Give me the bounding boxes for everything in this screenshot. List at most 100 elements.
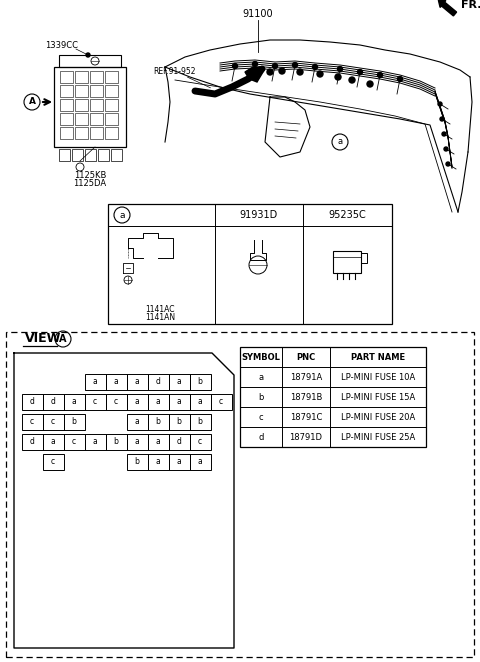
Text: PART NAME: PART NAME — [351, 352, 405, 361]
Text: b: b — [72, 418, 76, 426]
Bar — [60, 113, 73, 125]
Text: d: d — [30, 397, 35, 406]
Bar — [64, 394, 85, 410]
Polygon shape — [245, 67, 263, 82]
Circle shape — [292, 62, 298, 68]
Circle shape — [438, 102, 442, 106]
Bar — [98, 149, 109, 161]
Bar — [127, 414, 148, 430]
Circle shape — [397, 77, 403, 81]
Bar — [59, 55, 121, 67]
Bar — [190, 374, 211, 390]
Bar — [127, 454, 148, 470]
Text: a: a — [177, 377, 181, 387]
Bar — [22, 394, 43, 410]
Bar — [127, 434, 148, 450]
Bar — [211, 394, 232, 410]
Bar — [60, 85, 73, 97]
Text: d: d — [177, 438, 181, 446]
Bar — [190, 394, 211, 410]
Text: c: c — [72, 438, 76, 446]
Bar — [105, 85, 118, 97]
Bar — [105, 99, 118, 111]
Text: 18791A: 18791A — [290, 373, 322, 381]
Text: a: a — [134, 397, 139, 406]
Circle shape — [337, 66, 343, 71]
Bar — [169, 394, 190, 410]
Text: a: a — [156, 457, 160, 467]
Text: 1125DA: 1125DA — [73, 179, 107, 187]
Bar — [43, 434, 64, 450]
Text: a: a — [93, 377, 97, 387]
Text: A: A — [59, 334, 67, 344]
Text: a: a — [72, 397, 76, 406]
Circle shape — [444, 147, 448, 151]
Circle shape — [279, 68, 285, 74]
Circle shape — [358, 70, 362, 75]
Circle shape — [252, 62, 257, 66]
Text: c: c — [51, 418, 55, 426]
Circle shape — [367, 81, 373, 87]
Text: FR.: FR. — [461, 0, 480, 10]
Text: A: A — [28, 97, 36, 107]
Text: 1125KB: 1125KB — [74, 171, 106, 179]
Bar — [64, 414, 85, 430]
Bar — [148, 374, 169, 390]
Bar — [190, 454, 211, 470]
Text: a: a — [337, 138, 343, 146]
Text: b: b — [258, 393, 264, 401]
Bar — [148, 454, 169, 470]
Bar — [60, 71, 73, 83]
Text: a: a — [134, 377, 139, 387]
Bar — [169, 454, 190, 470]
Bar — [59, 149, 70, 161]
Text: c: c — [51, 457, 55, 467]
Bar — [127, 394, 148, 410]
Text: d: d — [258, 432, 264, 442]
Text: c: c — [198, 438, 202, 446]
Bar — [333, 251, 361, 273]
Bar — [169, 434, 190, 450]
Bar — [169, 374, 190, 390]
Bar — [43, 454, 64, 470]
FancyArrow shape — [438, 0, 456, 16]
Circle shape — [446, 162, 450, 166]
Text: 18791D: 18791D — [289, 432, 323, 442]
Bar — [148, 394, 169, 410]
Text: c: c — [219, 397, 223, 406]
Text: 18791C: 18791C — [290, 412, 322, 422]
Text: c: c — [259, 412, 264, 422]
Bar — [127, 374, 148, 390]
Bar — [190, 434, 211, 450]
Text: LP-MINI FUSE 15A: LP-MINI FUSE 15A — [341, 393, 415, 401]
Bar — [106, 394, 127, 410]
Text: 95235C: 95235C — [329, 210, 366, 220]
Bar — [43, 414, 64, 430]
Bar — [111, 149, 122, 161]
Circle shape — [335, 74, 341, 80]
Bar — [75, 85, 88, 97]
Text: c: c — [30, 418, 34, 426]
Text: VIEW: VIEW — [25, 332, 61, 346]
Bar — [22, 434, 43, 450]
Text: d: d — [50, 397, 55, 406]
Text: a: a — [258, 373, 264, 381]
Bar — [148, 434, 169, 450]
Bar — [90, 71, 103, 83]
Text: LP-MINI FUSE 20A: LP-MINI FUSE 20A — [341, 412, 415, 422]
Circle shape — [317, 71, 323, 77]
Circle shape — [267, 69, 273, 75]
Bar — [240, 347, 426, 447]
Bar — [64, 434, 85, 450]
Circle shape — [86, 53, 90, 57]
Text: a: a — [177, 397, 181, 406]
Text: a: a — [50, 438, 55, 446]
Bar — [105, 113, 118, 125]
Bar — [148, 414, 169, 430]
Bar — [361, 253, 367, 263]
Circle shape — [232, 64, 238, 68]
Circle shape — [297, 69, 303, 75]
Bar — [85, 434, 106, 450]
Bar — [75, 71, 88, 83]
Text: c: c — [93, 397, 97, 406]
